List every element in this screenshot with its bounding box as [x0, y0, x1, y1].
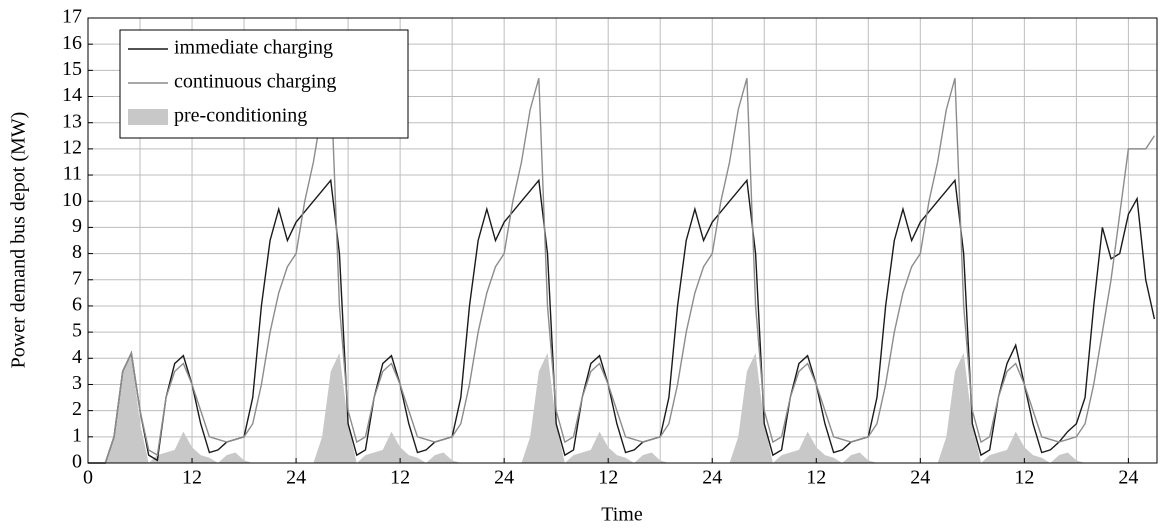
- y-tick-label: 16: [62, 32, 82, 54]
- y-tick-label: 10: [62, 189, 82, 211]
- line: [88, 78, 1155, 464]
- plot-marks: [88, 78, 1156, 464]
- x-axis-label: Time: [601, 504, 643, 526]
- y-tick-label: 14: [62, 84, 82, 106]
- line: [88, 178, 1156, 464]
- legend-label: continuous charging: [174, 71, 336, 93]
- x-tick-label: 12: [390, 467, 410, 489]
- x-tick-label: 12: [182, 467, 202, 489]
- y-tick-label: 2: [72, 398, 82, 420]
- area: [88, 353, 1155, 463]
- y-tick-label: 11: [63, 163, 82, 185]
- y-tick-label: 12: [62, 136, 82, 158]
- x-tick-label: 12: [1014, 467, 1034, 489]
- y-tick-label: 3: [72, 372, 82, 394]
- x-tick-label: 24: [1118, 467, 1138, 489]
- x-tick-label: 24: [494, 467, 514, 489]
- y-tick-label: 15: [62, 58, 82, 80]
- x-tick-label: 12: [806, 467, 826, 489]
- legend: immediate charging continuous charging pre…: [119, 29, 409, 139]
- y-tick-label: 1: [72, 424, 82, 446]
- plot-frame: [87, 17, 1158, 464]
- y-tick-label: 5: [72, 320, 82, 342]
- y-tick-label: 4: [72, 346, 82, 368]
- legend-label: immediate charging: [174, 37, 333, 59]
- y-tick-label: 8: [72, 241, 82, 263]
- y-tick-label: 13: [62, 110, 82, 132]
- x-tick-label: 24: [910, 467, 930, 489]
- legend-label: pre-conditioning: [174, 105, 307, 127]
- y-tick-label: 0: [72, 451, 82, 473]
- x-tick-label: 12: [598, 467, 618, 489]
- y-tick-label: 6: [72, 294, 82, 316]
- y-tick-label: 7: [72, 267, 82, 289]
- y-tick-label: 17: [62, 6, 82, 28]
- x-tick-label: 24: [702, 467, 722, 489]
- legend-swatch: [128, 109, 168, 125]
- y-axis-label: Power demand bus depot (MW): [8, 112, 30, 369]
- x-tick-label: 0: [83, 467, 93, 489]
- x-tick-label: 24: [286, 467, 306, 489]
- y-tick-label: 9: [72, 215, 82, 237]
